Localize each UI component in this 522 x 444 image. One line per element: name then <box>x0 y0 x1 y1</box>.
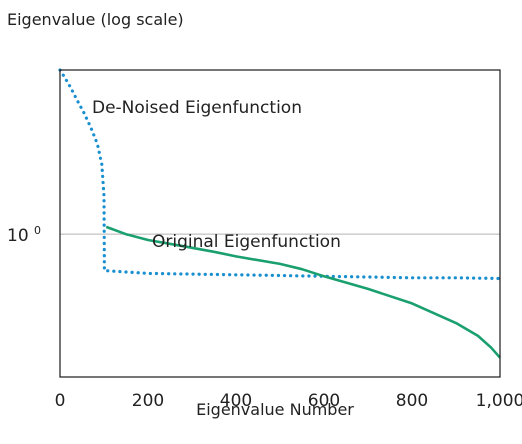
y-tick-exponent: 0 <box>34 224 41 237</box>
y-tick-base: 10 <box>7 226 29 246</box>
x-tick-label: 400 <box>220 391 252 411</box>
x-tick-label: 800 <box>396 391 428 411</box>
x-tick-label: 0 <box>55 391 66 411</box>
y-tick-10-0: 10 0 <box>7 224 41 246</box>
x-tick-labels: 0 200 400 600 800 1,000 <box>55 391 522 411</box>
x-tick-label: 1,000 <box>476 391 522 411</box>
series-label-denoised: De-Noised Eigenfunction <box>92 98 302 118</box>
y-axis-label: Eigenvalue (log scale) <box>7 10 184 29</box>
series-layer <box>58 68 502 359</box>
series-label-original: Original Eigenfunction <box>152 232 341 252</box>
x-tick-label: 600 <box>308 391 340 411</box>
plot-frame <box>59 69 501 378</box>
x-tick-label: 200 <box>132 391 164 411</box>
series-line-denoised <box>58 68 502 281</box>
x-axis-label: Eigenvalue Number <box>196 400 354 419</box>
series-line-original <box>105 225 501 359</box>
y-tick-label: 10 0 <box>7 224 41 246</box>
